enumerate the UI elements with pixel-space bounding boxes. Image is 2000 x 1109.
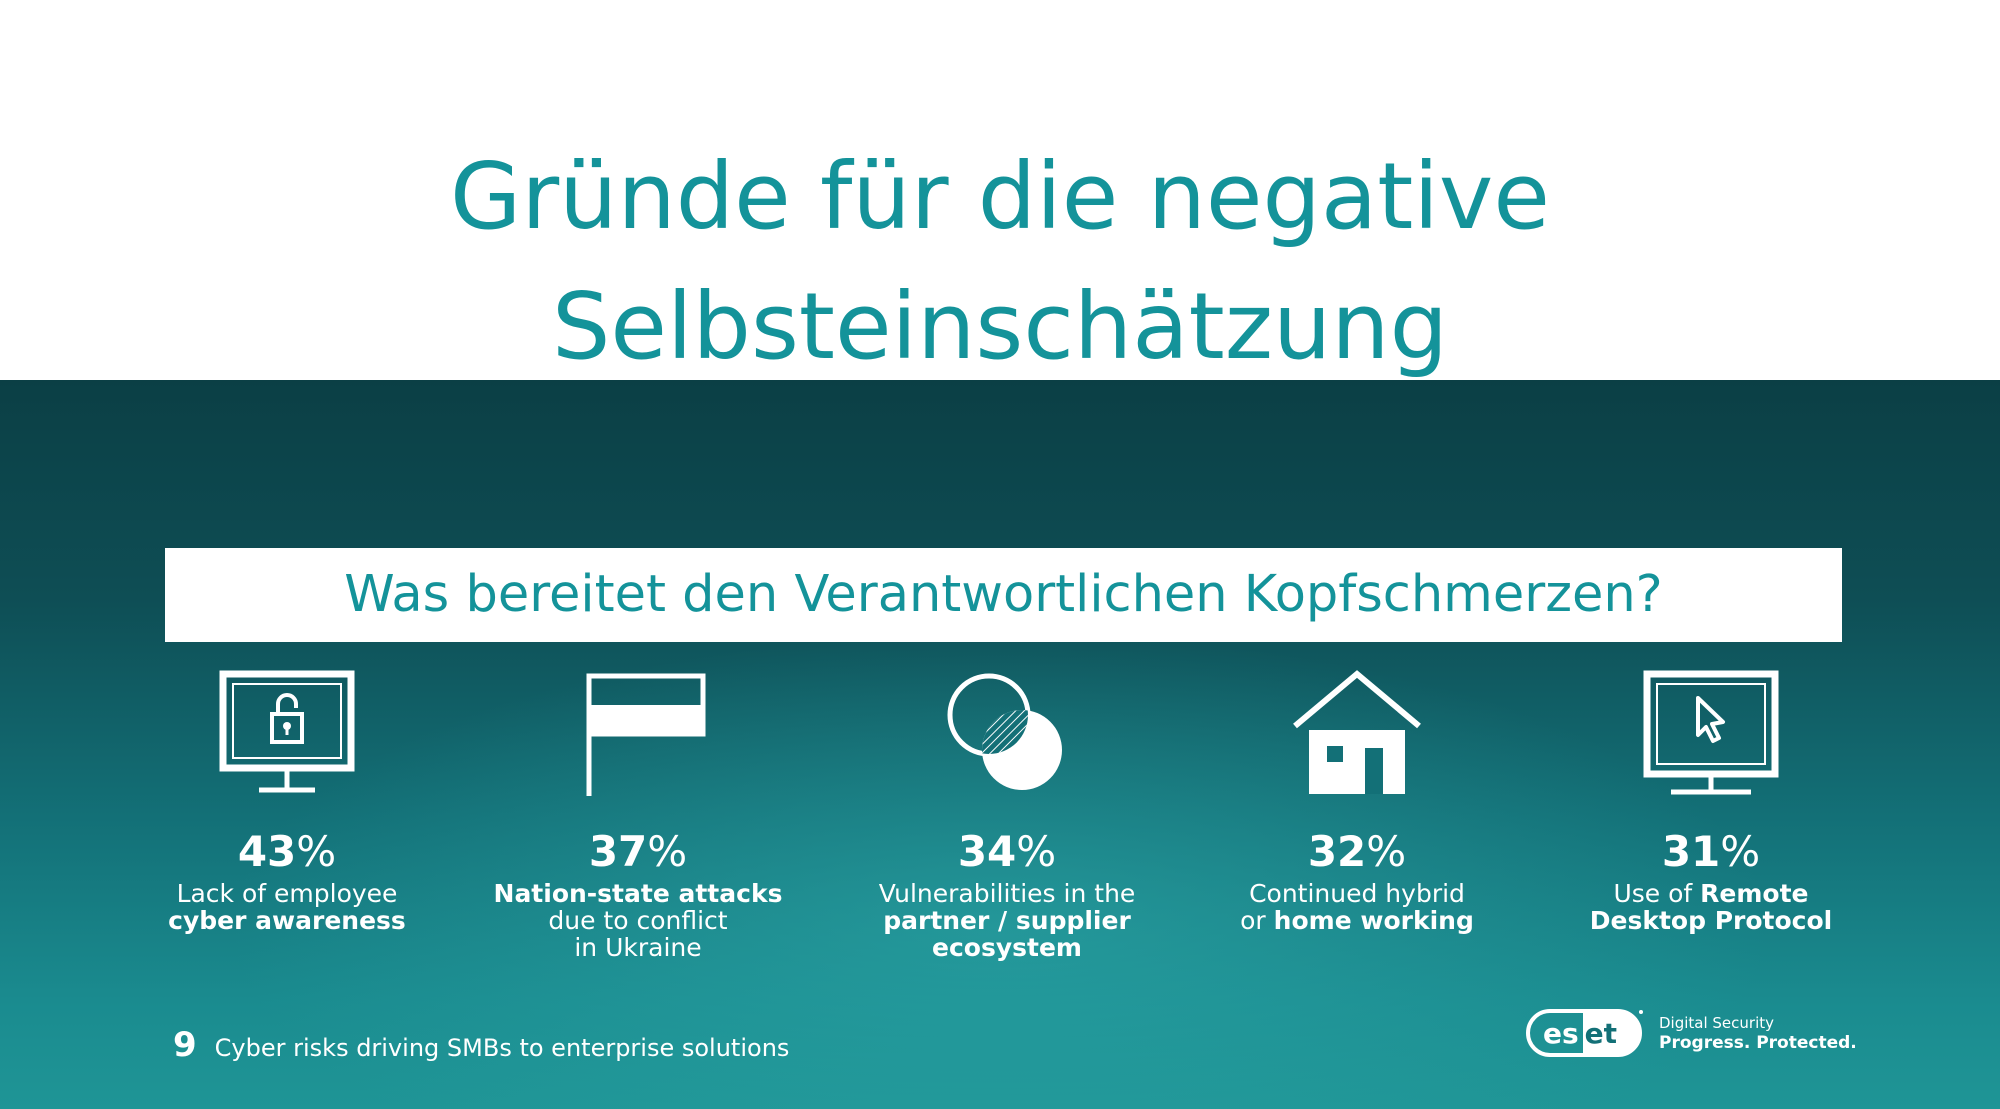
stat-remote-desktop: 31% Use of Remote Desktop Protocol: [1546, 670, 1876, 934]
stat-nation-state-attacks: 37% Nation-state attacks due to conflict…: [473, 670, 803, 961]
desc-line: or home working: [1240, 906, 1474, 935]
stat-supplier-vulnerabilities: 34% Vulnerabilities in the partner / sup…: [842, 670, 1172, 961]
desc-line: due to conflict: [548, 906, 728, 935]
infographic-footer: 9 Cyber risks driving SMBs to enterprise…: [173, 1025, 789, 1065]
tagline-line-2: Progress. Protected.: [1659, 1033, 1857, 1053]
stat-employee-awareness: 43% Lack of employee cyber awareness: [122, 670, 452, 934]
stat-percentage: 31%: [1661, 827, 1761, 876]
logo-lettering: es et: [1543, 1017, 1617, 1050]
monitor-cursor-icon: [1643, 670, 1779, 795]
footer-caption: Cyber risks driving SMBs to enterprise s…: [214, 1034, 790, 1062]
flag-icon: [586, 673, 706, 796]
overlapping-circles-icon: [947, 673, 1062, 790]
stat-hybrid-working: 32% Continued hybrid or home working: [1192, 670, 1522, 934]
desc-line: Continued hybrid: [1249, 879, 1465, 908]
eset-brand: es et Digital Security Progress. Protecte…: [1525, 1008, 1857, 1058]
stat-description: Nation-state attacks due to conflict in …: [473, 880, 803, 961]
house-icon: [1293, 670, 1421, 794]
page-number: 9: [173, 1025, 197, 1065]
eset-logo-icon: es et: [1526, 1009, 1643, 1057]
desc-line: Use of Remote: [1613, 879, 1809, 908]
desc-line: cyber awareness: [168, 906, 406, 935]
monitor-lock-icon: [219, 670, 355, 793]
question-banner: Was bereitet den Verantwortlichen Kopfsc…: [165, 548, 1842, 642]
tagline-line-1: Digital Security: [1659, 1014, 1775, 1032]
stat-description: Use of Remote Desktop Protocol: [1546, 880, 1876, 934]
desc-line: Lack of employee: [176, 879, 398, 908]
desc-line: Nation-state attacks: [493, 879, 783, 908]
desc-line: Vulnerabilities in the: [878, 879, 1136, 908]
desc-line: Desktop Protocol: [1589, 906, 1833, 935]
infographic-panel: Was bereitet den Verantwortlichen Kopfsc…: [0, 380, 2000, 1109]
slide-title: Gründe für die negative Selbsteinschätzu…: [450, 142, 1550, 380]
question-text: Was bereitet den Verantwortlichen Kopfsc…: [344, 565, 1663, 624]
desc-line: in Ukraine: [574, 933, 702, 962]
brand-tagline: Digital Security Progress. Protected.: [1659, 1013, 1857, 1053]
stat-description: Continued hybrid or home working: [1192, 880, 1522, 934]
stat-description: Vulnerabilities in the partner / supplie…: [842, 880, 1172, 961]
stat-percentage: 32%: [1307, 827, 1407, 876]
stat-percentage: 43%: [237, 827, 337, 876]
desc-line: partner / supplier: [883, 906, 1131, 935]
stat-percentage: 37%: [588, 827, 688, 876]
stat-description: Lack of employee cyber awareness: [122, 880, 452, 934]
stat-percentage: 34%: [957, 827, 1057, 876]
desc-line: ecosystem: [932, 933, 1082, 962]
